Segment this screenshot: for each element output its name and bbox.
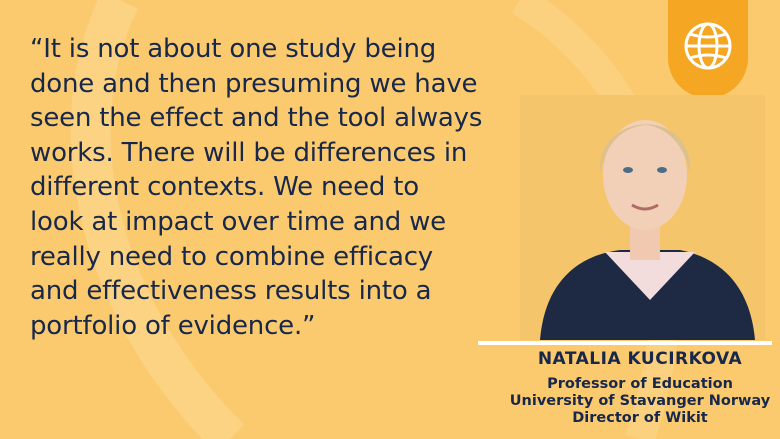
quote-line: look at impact over time and we: [30, 207, 446, 237]
quote-line: really need to combine efficacy: [30, 241, 433, 272]
quote-line: done and then presuming we have: [30, 68, 478, 99]
quote-line: “It is not about one study being: [30, 34, 437, 64]
speaker-role: Director of Wikit: [572, 410, 708, 426]
logo-globe: [684, 22, 732, 70]
quote-line: seen the effect and the tool always: [30, 103, 483, 134]
quote-line: portfolio of evidence.”: [30, 310, 316, 341]
quote-line: different contexts. We need to: [30, 172, 419, 203]
speaker-role: University of Stavanger Norway: [509, 393, 771, 409]
speaker-name: NATALIA KUCIRKOVA: [537, 349, 743, 369]
quote-line: works. There will be differences in: [30, 137, 468, 168]
portrait: [520, 95, 765, 340]
logo-tab: [668, 0, 748, 98]
quote-line: and effectiveness results into a: [30, 276, 432, 307]
speaker-role: Professor of Education: [547, 376, 733, 392]
